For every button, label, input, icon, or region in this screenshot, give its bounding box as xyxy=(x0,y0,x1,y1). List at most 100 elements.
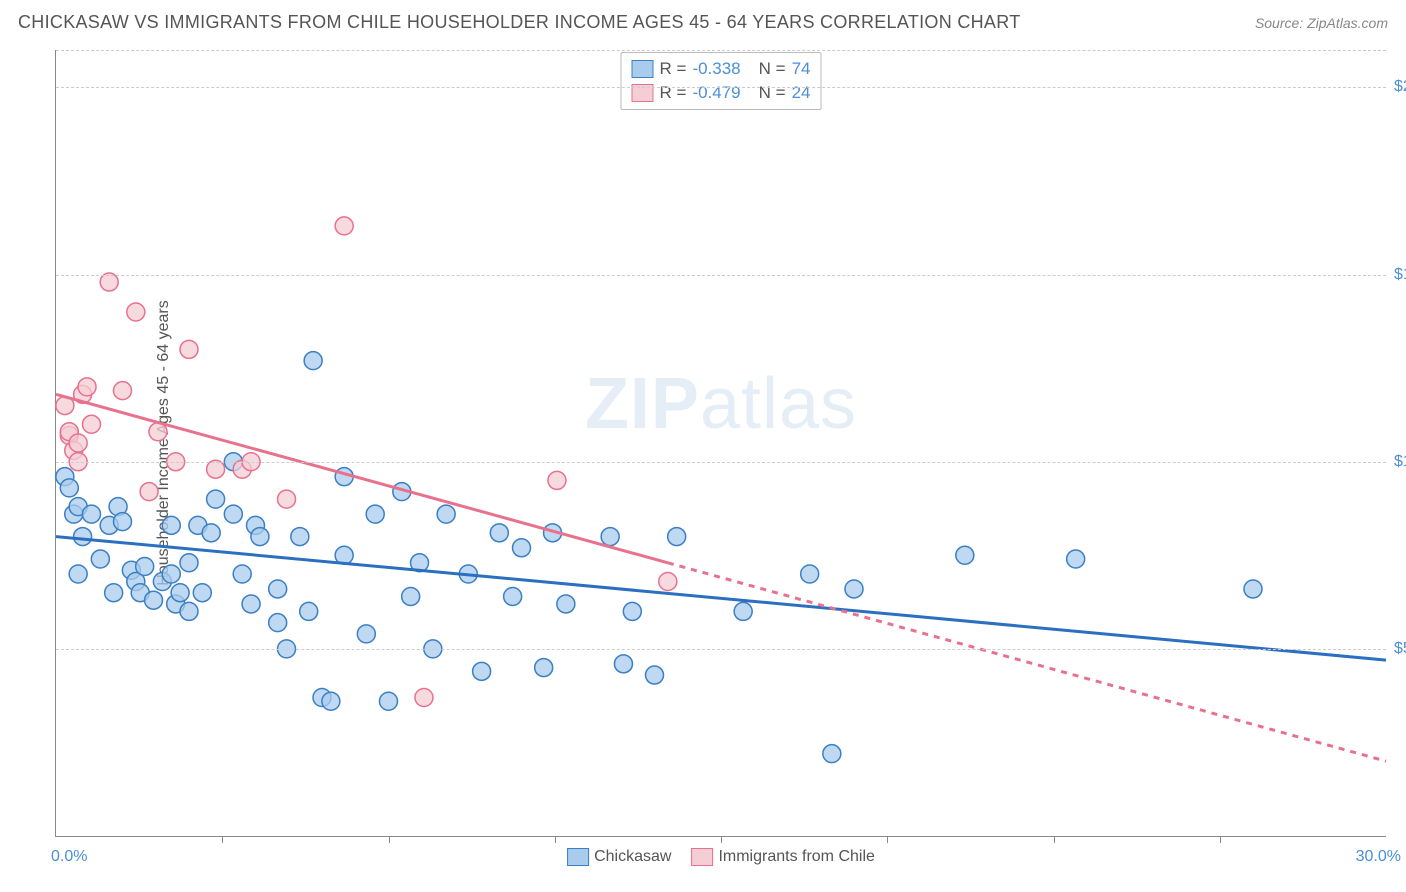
data-point xyxy=(1244,580,1262,598)
series-label: Immigrants from Chile xyxy=(718,848,874,865)
data-point xyxy=(535,659,553,677)
data-point xyxy=(242,595,260,613)
x-axis-tick xyxy=(389,836,390,843)
y-axis-tick-label: $200,000 xyxy=(1394,78,1406,96)
data-point xyxy=(251,528,269,546)
chart-title: CHICKASAW VS IMMIGRANTS FROM CHILE HOUSE… xyxy=(18,12,1021,33)
data-point xyxy=(193,584,211,602)
r-label: R = xyxy=(660,57,687,81)
data-point xyxy=(180,340,198,358)
data-point xyxy=(490,524,508,542)
data-point xyxy=(623,602,641,620)
data-point xyxy=(202,524,220,542)
data-point xyxy=(415,689,433,707)
data-point xyxy=(74,528,92,546)
source-name: ZipAtlas.com xyxy=(1307,15,1388,31)
data-point xyxy=(207,460,225,478)
gridline xyxy=(56,275,1386,276)
n-value: 74 xyxy=(792,57,811,81)
data-point xyxy=(659,572,677,590)
data-point xyxy=(380,692,398,710)
correlation-legend-row-0: R = -0.338 N = 74 xyxy=(632,57,811,81)
data-point xyxy=(60,479,78,497)
r-value: -0.338 xyxy=(692,57,740,81)
data-point xyxy=(140,483,158,501)
correlation-legend-row-1: R = -0.479 N = 24 xyxy=(632,81,811,105)
n-label: N = xyxy=(759,81,786,105)
data-point xyxy=(82,415,100,433)
n-value: 24 xyxy=(792,81,811,105)
chart-plot-area: Householder Income Ages 45 - 64 years ZI… xyxy=(55,50,1386,837)
series-legend-item-1: Immigrants from Chile xyxy=(691,848,874,866)
data-point xyxy=(100,273,118,291)
x-axis-tick xyxy=(1054,836,1055,843)
scatter-svg xyxy=(56,50,1386,836)
data-point xyxy=(801,565,819,583)
data-point xyxy=(845,580,863,598)
data-point xyxy=(180,554,198,572)
data-point xyxy=(437,505,455,523)
data-point xyxy=(233,565,251,583)
data-point xyxy=(300,602,318,620)
data-point xyxy=(78,378,96,396)
legend-swatch-pink xyxy=(691,848,713,866)
data-point xyxy=(304,352,322,370)
x-axis-tick xyxy=(721,836,722,843)
data-point xyxy=(335,217,353,235)
gridline xyxy=(56,87,1386,88)
regression-line xyxy=(56,394,668,562)
data-point xyxy=(402,587,420,605)
data-point xyxy=(357,625,375,643)
data-point xyxy=(91,550,109,568)
data-point xyxy=(823,745,841,763)
data-point xyxy=(473,662,491,680)
data-point xyxy=(162,516,180,534)
data-point xyxy=(504,587,522,605)
data-point xyxy=(207,490,225,508)
series-label: Chickasaw xyxy=(594,848,671,865)
data-point xyxy=(171,584,189,602)
r-label: R = xyxy=(660,81,687,105)
series-legend-item-0: Chickasaw xyxy=(567,848,671,866)
gridline xyxy=(56,649,1386,650)
data-point xyxy=(114,513,132,531)
correlation-legend: R = -0.338 N = 74 R = -0.479 N = 24 xyxy=(621,52,822,110)
data-point xyxy=(614,655,632,673)
legend-swatch-blue xyxy=(632,60,654,78)
data-point xyxy=(180,602,198,620)
data-point xyxy=(278,490,296,508)
data-point xyxy=(224,505,242,523)
data-point xyxy=(668,528,686,546)
x-axis-tick xyxy=(555,836,556,843)
data-point xyxy=(136,558,154,576)
data-point xyxy=(162,565,180,583)
data-point xyxy=(69,434,87,452)
x-axis-min-label: 0.0% xyxy=(51,848,87,866)
y-axis-tick-label: $150,000 xyxy=(1394,266,1406,284)
gridline xyxy=(56,462,1386,463)
data-point xyxy=(114,382,132,400)
y-axis-tick-label: $100,000 xyxy=(1394,453,1406,471)
source-prefix: Source: xyxy=(1255,15,1307,31)
y-axis-tick-label: $50,000 xyxy=(1394,640,1406,658)
data-point xyxy=(322,692,340,710)
data-point xyxy=(291,528,309,546)
data-point xyxy=(145,591,163,609)
data-point xyxy=(366,505,384,523)
legend-swatch-blue xyxy=(567,848,589,866)
regression-line xyxy=(668,563,1386,761)
data-point xyxy=(105,584,123,602)
data-point xyxy=(956,546,974,564)
x-axis-max-label: 30.0% xyxy=(1356,848,1401,866)
data-point xyxy=(69,565,87,583)
data-point xyxy=(646,666,664,684)
data-point xyxy=(1067,550,1085,568)
data-point xyxy=(557,595,575,613)
data-point xyxy=(127,303,145,321)
x-axis-tick xyxy=(887,836,888,843)
data-point xyxy=(269,614,287,632)
data-point xyxy=(82,505,100,523)
data-point xyxy=(734,602,752,620)
data-point xyxy=(601,528,619,546)
chart-source: Source: ZipAtlas.com xyxy=(1255,15,1388,31)
